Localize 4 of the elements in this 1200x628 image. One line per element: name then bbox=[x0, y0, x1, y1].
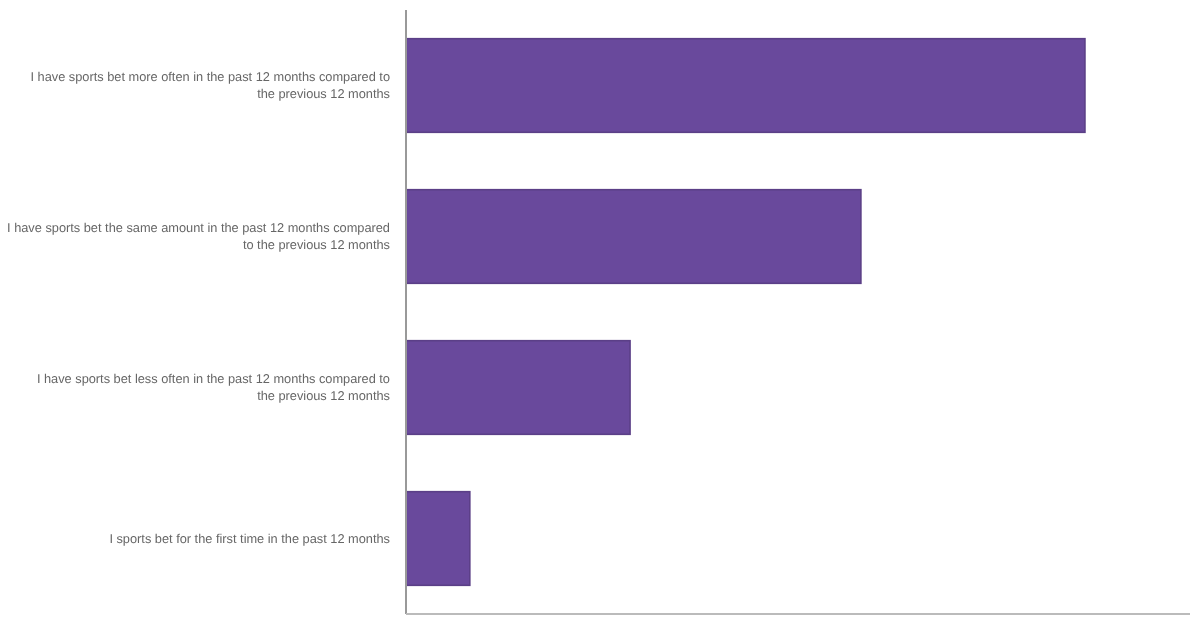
bar bbox=[405, 37, 1086, 134]
bar bbox=[405, 188, 862, 285]
bar bbox=[405, 490, 471, 587]
bar bbox=[405, 339, 631, 436]
